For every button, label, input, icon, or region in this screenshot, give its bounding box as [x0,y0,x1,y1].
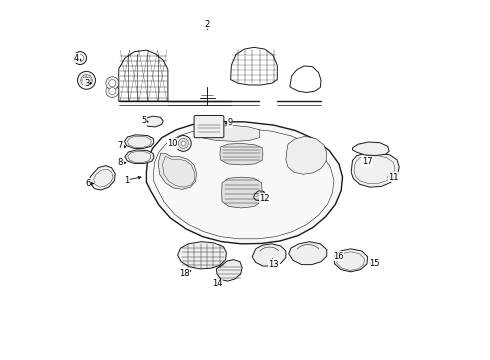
Circle shape [181,141,186,145]
Text: 8: 8 [118,158,123,167]
Text: 6: 6 [85,179,91,188]
PathPatch shape [90,166,115,190]
PathPatch shape [198,126,259,141]
Text: 15: 15 [369,259,379,268]
Text: 9: 9 [227,118,233,127]
PathPatch shape [252,244,286,266]
Circle shape [76,54,84,62]
Text: 10: 10 [167,139,178,148]
Circle shape [84,77,89,83]
PathPatch shape [351,153,399,187]
Circle shape [175,135,191,151]
Text: 12: 12 [260,194,270,203]
Circle shape [109,80,116,87]
PathPatch shape [334,249,368,272]
Text: 18: 18 [179,269,189,278]
PathPatch shape [124,135,154,148]
PathPatch shape [353,142,389,156]
Text: 11: 11 [389,173,399,182]
Circle shape [74,51,87,64]
Circle shape [106,85,119,98]
PathPatch shape [125,150,154,163]
PathPatch shape [221,177,262,208]
PathPatch shape [220,143,263,165]
Circle shape [106,77,119,90]
PathPatch shape [158,153,196,189]
PathPatch shape [286,136,327,174]
Text: 14: 14 [212,279,222,288]
Text: 3: 3 [84,79,89,88]
Text: 13: 13 [269,260,279,269]
Text: 17: 17 [362,157,372,166]
Circle shape [178,138,188,148]
PathPatch shape [216,260,242,281]
Text: 2: 2 [205,19,210,28]
PathPatch shape [147,122,343,244]
Text: 1: 1 [124,176,129,185]
PathPatch shape [177,242,226,269]
Text: 16: 16 [333,252,343,261]
PathPatch shape [254,191,266,201]
PathPatch shape [144,116,163,127]
Text: 4: 4 [74,54,79,63]
FancyBboxPatch shape [194,116,224,138]
Circle shape [109,87,116,95]
Text: 7: 7 [118,141,123,150]
Circle shape [81,75,92,86]
Text: 5: 5 [141,116,147,125]
Circle shape [77,71,96,89]
PathPatch shape [289,242,327,265]
